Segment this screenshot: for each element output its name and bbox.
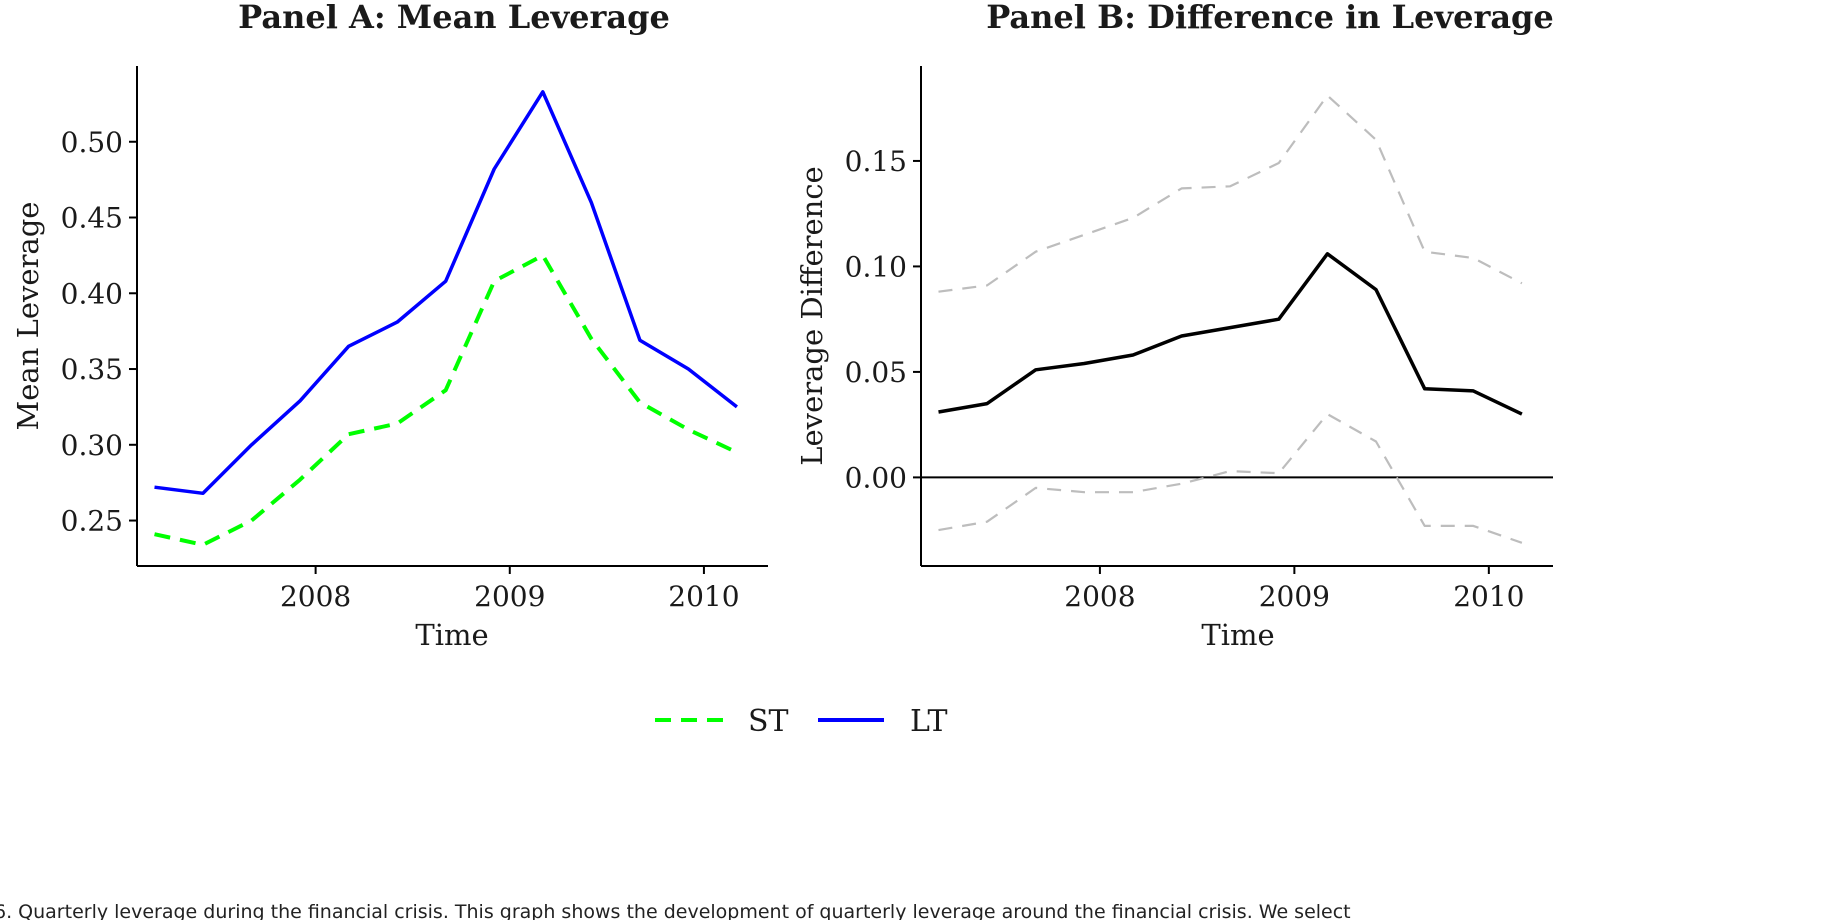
panel-b-x-tick-label: 2009	[1259, 580, 1330, 613]
panel-a-title: Panel A: Mean Leverage	[238, 0, 670, 36]
figure-caption: 6. Quarterly leverage during the financi…	[0, 901, 1351, 920]
legend: ST LT	[655, 704, 948, 739]
panel-a-x-tick-label: 2008	[280, 580, 351, 613]
panel-b-series-line-1	[938, 94, 1523, 293]
panel-b-y-axis-title: Leverage Difference	[795, 166, 829, 465]
panel-a-series-line-1	[154, 90, 738, 496]
panel-b-y-tick-label: 0.15	[845, 145, 907, 178]
panel-a-y-tick-label: 0.45	[61, 202, 123, 235]
panel-a-y-tick-label: 0.25	[61, 505, 123, 538]
panel-b-y-tick-label: 0.05	[845, 356, 907, 389]
panel-a-ticks: 0.25 0.30 0.35 0.40 0.45 0.50 2008 2009 2010	[61, 126, 740, 613]
panel-b-ticks: 0.00 0.05 0.10 0.15 2008 2009 2010	[845, 145, 1525, 613]
legend-st-label: ST	[748, 704, 789, 739]
panel-a: Panel A: Mean Leverage 0.250.300.350.400…	[11, 0, 768, 652]
panel-b-title: Panel B: Difference in Leverage	[986, 0, 1554, 36]
panel-b-series-line-2	[938, 413, 1523, 544]
legend-lt-label: LT	[910, 704, 948, 739]
panel-b-series-line-0	[938, 252, 1523, 416]
panel-a-y-tick-label: 0.40	[61, 277, 123, 310]
panel-a-y-axis-title: Mean Leverage	[11, 202, 45, 431]
panel-b-x-axis-title: Time	[1201, 618, 1274, 652]
panel-a-y-tick-label: 0.35	[61, 353, 123, 386]
panel-a-x-tick-label: 2009	[474, 580, 545, 613]
panel-b-x-tick-label: 2008	[1064, 580, 1135, 613]
panel-a-series	[154, 90, 738, 547]
panel-a-x-tick-label: 2010	[668, 580, 739, 613]
panel-a-y-tick-label: 0.50	[61, 126, 123, 159]
panel-b: Panel B: Difference in Leverage 0.00 0.05…	[795, 0, 1554, 652]
panel-b-x-tick-label: 2010	[1453, 580, 1524, 613]
panel-b-y-tick-label: 0.10	[845, 250, 907, 283]
panel-a-x-axis-title: Time	[415, 618, 488, 652]
panel-a-y-tick-label: 0.30	[61, 429, 123, 462]
panel-b-y-tick-label: 0.00	[845, 461, 907, 494]
panel-a-series-line-0	[154, 253, 738, 547]
panel-b-series	[938, 94, 1523, 544]
